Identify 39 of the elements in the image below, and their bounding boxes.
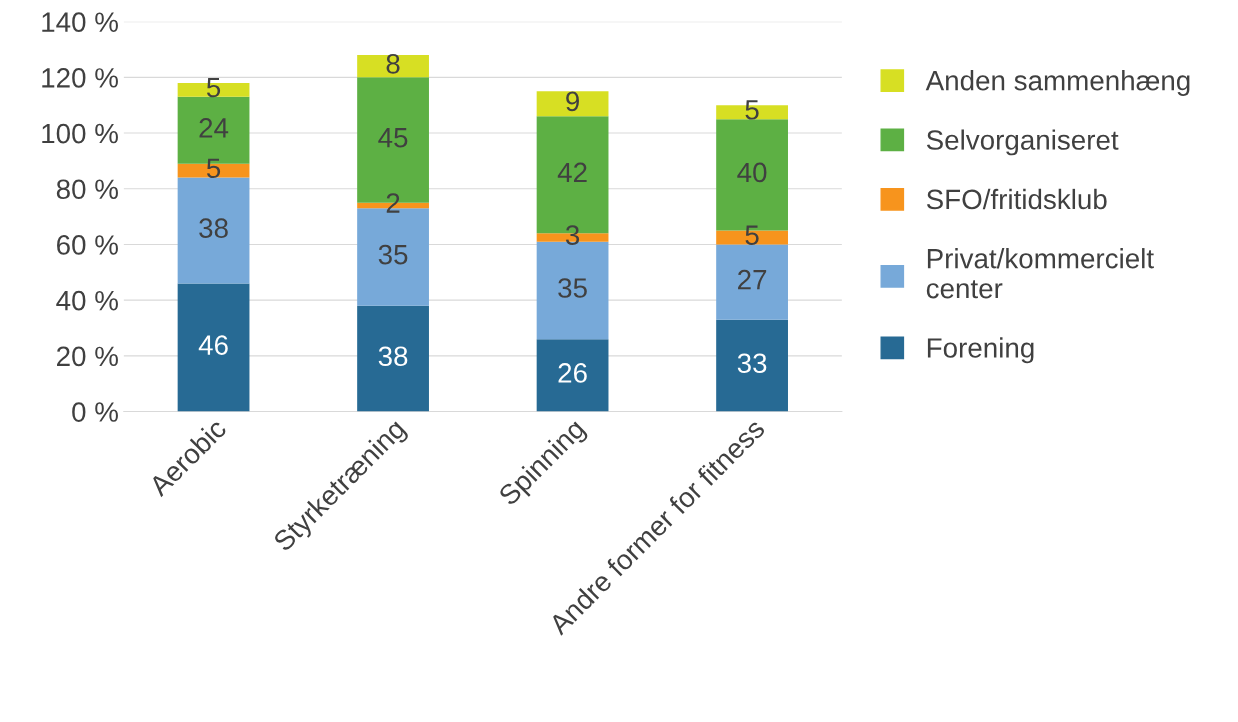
data-label: 5 [206,158,221,179]
legend-label: Forening [927,337,1034,364]
data-label: 35 [378,244,408,265]
legend-label: SFO/fritidsklub [926,188,1107,210]
data-label: 40 [737,162,767,183]
y-tick-label: 20 % [57,346,118,367]
bar [177,177,250,284]
data-label: 5 [745,100,759,120]
data-label: 26 [558,363,587,383]
data-label: 9 [566,91,579,112]
legend-label: Privat/kommercielt center [926,248,1154,299]
data-label: 42 [557,162,587,183]
bar [536,91,609,117]
bar [716,319,788,412]
bar [357,305,429,412]
data-label: 45 [378,128,408,148]
data-label: 5 [745,225,759,245]
bar [536,339,609,412]
y-tick-label: 120 % [42,68,118,88]
data-label: 38 [199,218,228,238]
bar [716,244,788,320]
y-tick-label: 40 % [56,290,118,311]
y-tick-label: 60 % [57,235,118,255]
bar [177,283,250,412]
legend-label: Selvorganiseret [926,129,1119,156]
data-label: 27 [738,269,767,290]
data-label: 38 [378,346,408,367]
data-label: 24 [199,118,229,138]
data-label: 35 [558,278,587,298]
data-label: 46 [198,335,228,355]
bar [357,55,429,78]
data-label: 8 [386,54,400,74]
y-tick-label: 140 % [42,12,118,32]
legend-label: Anden sammenhæng [925,70,1190,96]
y-tick-label: 100 % [42,123,118,144]
y-tick-label: 0 % [72,402,118,422]
y-tick-label: 80 % [56,179,118,200]
data-label: 33 [737,353,767,374]
data-label: 5 [206,77,221,98]
